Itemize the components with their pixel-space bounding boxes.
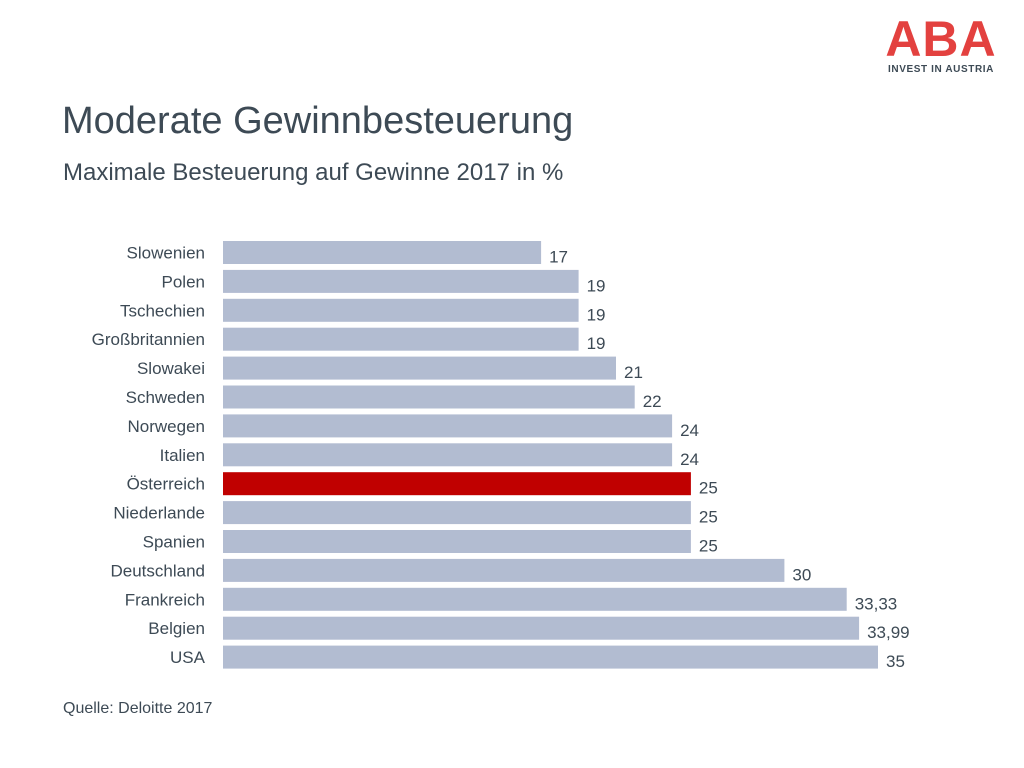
value-label-grossbritannien: 19 [587, 334, 606, 353]
logo-tagline: INVEST IN AUSTRIA [888, 64, 994, 75]
bar-italien [223, 443, 673, 467]
category-label-niederlande: Niederlande [113, 504, 205, 523]
page-title: Moderate Gewinnbesteuerung [62, 100, 574, 142]
value-label-tschechien: 19 [587, 305, 606, 324]
bar-niederlande [223, 501, 691, 525]
value-label-slowenien: 17 [549, 248, 568, 267]
value-label-polen: 19 [587, 276, 606, 295]
bar-norwegen [223, 414, 673, 438]
value-label-norwegen: 24 [680, 421, 699, 440]
category-label-frankreich: Frankreich [125, 590, 205, 609]
category-label-polen: Polen [162, 272, 205, 291]
category-label-schweden: Schweden [126, 388, 205, 407]
value-label-osterreich: 25 [699, 479, 718, 498]
bar-deutschland [223, 558, 785, 582]
value-label-schweden: 22 [643, 392, 662, 411]
value-label-deutschland: 30 [792, 565, 811, 584]
value-label-spanien: 25 [699, 537, 718, 556]
bar-schweden [223, 385, 635, 409]
logo-mark: ABA [885, 11, 997, 67]
bar-tschechien [223, 298, 579, 322]
category-label-tschechien: Tschechien [120, 301, 205, 320]
bar-usa [223, 645, 878, 669]
bar-spanien [223, 530, 691, 553]
category-label-usa: USA [170, 648, 206, 667]
value-label-frankreich: 33,33 [855, 594, 898, 613]
category-label-osterreich: Österreich [127, 475, 205, 494]
category-label-grossbritannien: Großbritannien [92, 330, 205, 349]
value-label-belgien: 33,99 [867, 623, 910, 642]
bar-grossbritannien [223, 327, 579, 351]
category-label-slowakei: Slowakei [137, 359, 205, 378]
value-label-slowakei: 21 [624, 363, 643, 382]
category-label-norwegen: Norwegen [128, 417, 206, 436]
category-label-slowenien: Slowenien [127, 244, 205, 263]
value-label-italien: 24 [680, 450, 699, 469]
aba-logo: ABA INVEST IN AUSTRIA [885, 14, 997, 76]
bar-slowenien [223, 241, 542, 264]
value-label-usa: 35 [886, 652, 905, 671]
bar-slowakei [223, 356, 616, 380]
category-label-spanien: Spanien [143, 533, 205, 552]
source-note: Quelle: Deloitte 2017 [63, 700, 213, 717]
value-label-niederlande: 25 [699, 508, 718, 527]
category-label-deutschland: Deutschland [110, 561, 205, 580]
category-label-belgien: Belgien [148, 619, 205, 638]
bar-frankreich [223, 587, 847, 611]
bar-osterreich [223, 472, 691, 496]
bar-polen [223, 269, 579, 293]
category-label-italien: Italien [160, 446, 205, 465]
bar-belgien [223, 616, 860, 640]
chart-subtitle: Maximale Besteuerung auf Gewinne 2017 in… [63, 159, 564, 186]
